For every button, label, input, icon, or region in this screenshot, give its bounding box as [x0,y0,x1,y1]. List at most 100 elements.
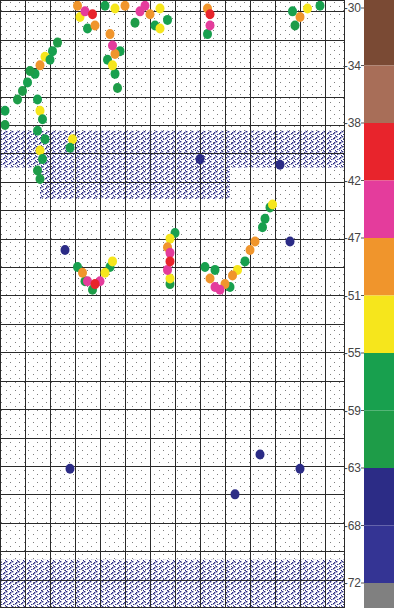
colorbar-tick [361,468,364,469]
colorbar-segment [364,66,394,124]
echogram-chart: -30-34-38-42-47-51-55-59-63-68-72 [0,0,394,608]
colorbar-segment [364,526,394,584]
echo [38,114,47,124]
echo [66,143,75,153]
echo [26,66,35,76]
echo [33,165,42,175]
grid-line-x [300,0,301,608]
echo [68,134,77,144]
echo [111,4,120,14]
grid-line-x [150,0,151,608]
grid-line-y [0,409,345,410]
echo [46,55,55,65]
grid-line-x [100,0,101,608]
echo [121,1,130,11]
grid-line-y [0,125,345,126]
echo [111,49,120,59]
grid-line-x [125,0,126,608]
echo [131,18,140,28]
echo [13,94,22,104]
grid-line-x [50,0,51,608]
echo [258,222,267,232]
colorbar-segment [364,468,394,526]
grid-line-y [0,182,345,183]
grid-line-y [0,267,345,268]
echo [166,273,175,283]
colorbar-label: -68 [344,519,362,533]
grid-line-x [175,0,176,608]
echo [316,1,325,11]
echo [108,40,117,50]
grid-line-y [0,153,345,154]
echo [111,69,120,79]
echo [33,126,42,136]
colorbar-segment [364,123,394,181]
echo [146,9,155,19]
echo [18,86,27,96]
grid-line-y [0,523,345,524]
colorbar-label: -34 [344,59,362,73]
echo [286,236,295,246]
echo [48,46,57,56]
echo [163,15,172,25]
grid-line-y [0,466,345,467]
echo [91,21,100,31]
grid-line-y [0,551,345,552]
echo [73,1,82,11]
grid-line-y [0,580,345,581]
scatter-layer [0,0,345,608]
echo [53,38,62,48]
echo [211,282,220,292]
echo [1,120,10,130]
echo [101,268,110,278]
echo [163,265,172,275]
echo-group [1,1,325,500]
colorbar-label: -55 [344,346,362,360]
grid-line-x [325,0,326,608]
colorbar-tick [361,238,364,239]
echo [36,146,45,156]
echo [296,12,305,22]
colorbar-label: -38 [344,116,362,130]
echo [166,234,175,244]
echo [61,245,70,255]
grid-line-y [0,494,345,495]
plot-frame [1,1,345,608]
echo [36,60,45,70]
colorbar-tick [361,123,364,124]
colorbar-label: -30 [344,1,362,15]
colorbar-segment [364,0,394,66]
grid-line-x [75,0,76,608]
colorbar-segment [364,411,394,469]
scatter-layer [40,165,230,199]
echo [113,83,122,93]
echo [36,174,45,184]
echo [196,154,205,164]
echo [38,154,47,164]
grid-line-y [0,210,345,211]
echo [156,4,165,14]
echo [201,262,210,272]
colorbar-segment [364,181,394,239]
colorbar-segment [364,583,394,608]
echo [291,21,300,31]
colorbar-segment [364,353,394,411]
colorbar-tick [361,583,364,584]
echo [303,4,312,14]
echo [41,134,50,144]
echo [246,245,255,255]
colorbar-tick [361,295,364,296]
grid-line-y [0,68,345,69]
echo [296,464,305,474]
plot-area [0,0,345,608]
echo [66,464,75,474]
colorbar-label: -42 [344,174,362,188]
colorbar-segment [364,238,394,296]
echo [203,29,212,39]
echo [166,256,175,266]
echo [276,160,285,170]
echo [1,106,10,116]
echo [228,271,237,281]
colorbar-tick [361,353,364,354]
grid-line-y [0,438,345,439]
